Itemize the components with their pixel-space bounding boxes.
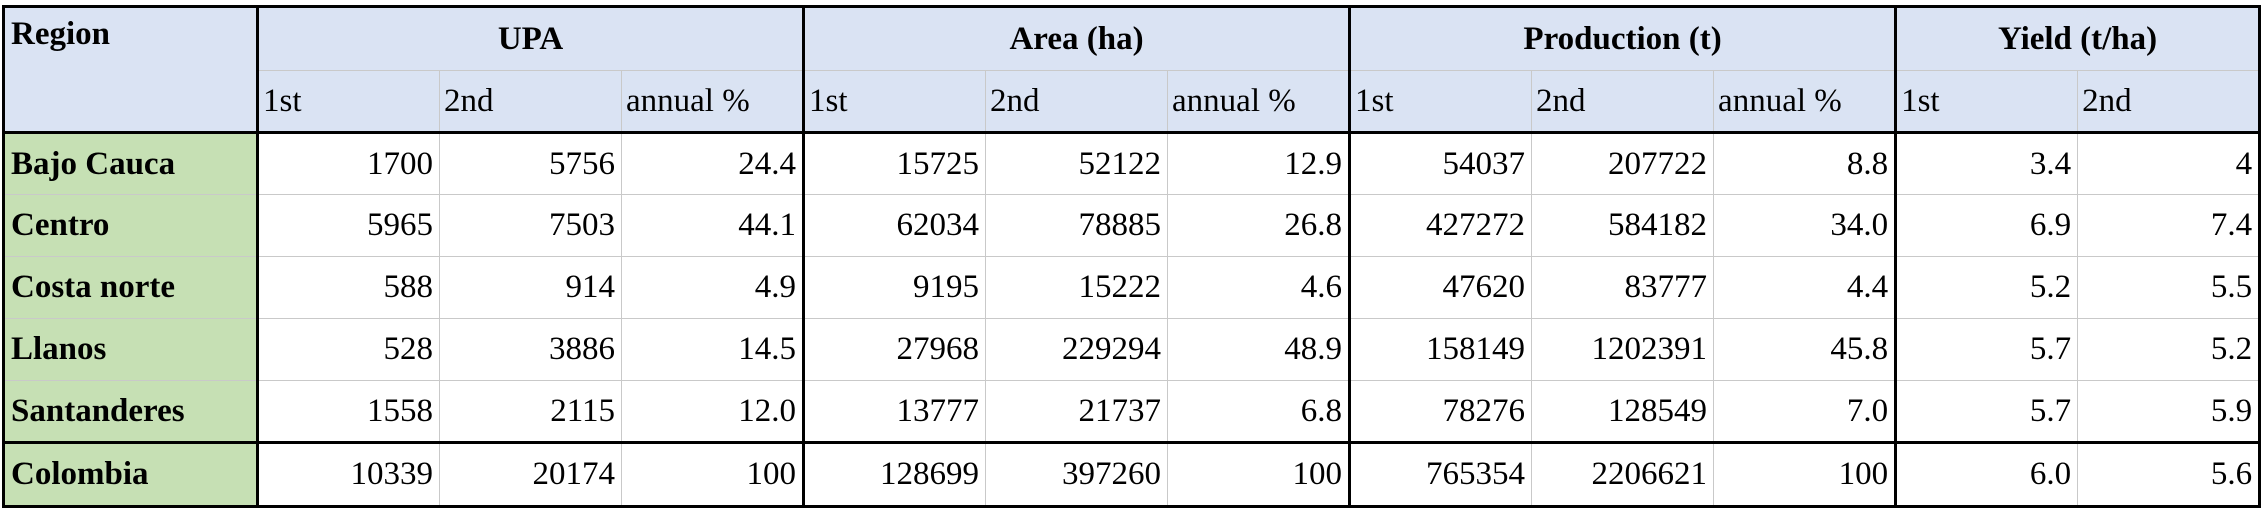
- table-cell: 397260: [985, 442, 1169, 508]
- table-cell: 128699: [803, 442, 987, 508]
- table-cell: 100: [620, 442, 806, 508]
- table-cell: 13777: [803, 380, 987, 444]
- total-region: Colombia: [2, 442, 259, 508]
- table-row: Santanderes 1558 2115 12.0 13777 21737 6…: [2, 380, 2262, 444]
- subheader-area-annual: annual %: [1167, 70, 1352, 134]
- data-table: Region UPA Area (ha) Production (t) Yiel…: [2, 5, 2262, 508]
- table-cell: 1202391: [1531, 318, 1715, 381]
- total-row: Colombia 10339 20174 100 128699 397260 1…: [2, 442, 2262, 508]
- table-cell: 9195: [803, 256, 987, 319]
- table-cell: 34.0: [1713, 194, 1898, 257]
- table-row: Llanos 528 3886 14.5 27968 229294 48.9 1…: [2, 318, 2262, 381]
- subheader-upa-annual: annual %: [620, 70, 806, 134]
- table-cell: 128549: [1531, 380, 1715, 444]
- table-cell: 100: [1713, 442, 1898, 508]
- table-cell: 2206621: [1531, 442, 1715, 508]
- subheader-area-1st: 1st: [803, 70, 987, 134]
- table-cell: 588: [257, 256, 440, 319]
- row-region: Costa norte: [2, 256, 259, 319]
- table-cell: 158149: [1349, 318, 1533, 381]
- table-cell: 528: [257, 318, 440, 381]
- table-cell: 54037: [1349, 132, 1533, 195]
- subheader-area-2nd: 2nd: [985, 70, 1169, 134]
- table-cell: 3886: [439, 318, 622, 381]
- table-cell: 7503: [439, 194, 622, 257]
- table-cell: 914: [439, 256, 622, 319]
- table-cell: 427272: [1349, 194, 1533, 257]
- subheader-production-2nd: 2nd: [1531, 70, 1715, 134]
- table-cell: 1700: [257, 132, 440, 195]
- table-cell: 78885: [985, 194, 1169, 257]
- table-cell: 12.0: [620, 380, 806, 444]
- table-cell: 6.9: [1895, 194, 2079, 257]
- table-cell: 3.4: [1895, 132, 2079, 195]
- table-cell: 5965: [257, 194, 440, 257]
- row-region: Llanos: [2, 318, 259, 381]
- table-cell: 7.0: [1713, 380, 1898, 444]
- table-cell: 584182: [1531, 194, 1715, 257]
- table-cell: 47620: [1349, 256, 1533, 319]
- table-cell: 15222: [985, 256, 1169, 319]
- table-cell: 100: [1167, 442, 1352, 508]
- table-cell: 4.6: [1167, 256, 1352, 319]
- table-cell: 5.2: [1895, 256, 2079, 319]
- table-cell: 24.4: [620, 132, 806, 195]
- table-cell: 48.9: [1167, 318, 1352, 381]
- table-cell: 5.9: [2077, 380, 2262, 444]
- table-cell: 27968: [803, 318, 987, 381]
- table-cell: 5.5: [2077, 256, 2262, 319]
- group-header-upa: UPA: [256, 5, 806, 71]
- region-header: Region: [2, 5, 259, 134]
- table-cell: 15725: [803, 132, 987, 195]
- subheader-yield-1st: 1st: [1895, 70, 2079, 134]
- row-region: Santanderes: [2, 380, 259, 444]
- table-cell: 4: [2077, 132, 2262, 195]
- table-cell: 1558: [257, 380, 440, 444]
- table-cell: 765354: [1349, 442, 1533, 508]
- table-row: Costa norte 588 914 4.9 9195 15222 4.6 4…: [2, 256, 2262, 319]
- table-cell: 8.8: [1713, 132, 1898, 195]
- table-cell: 44.1: [620, 194, 806, 257]
- table-cell: 6.0: [1895, 442, 2079, 508]
- table-cell: 21737: [985, 380, 1169, 444]
- table-cell: 5.7: [1895, 380, 2079, 444]
- table-cell: 207722: [1531, 132, 1715, 195]
- row-region: Bajo Cauca: [2, 132, 259, 195]
- group-header-area: Area (ha): [803, 5, 1352, 71]
- table-cell: 83777: [1531, 256, 1715, 319]
- table-cell: 10339: [257, 442, 440, 508]
- table-cell: 6.8: [1167, 380, 1352, 444]
- table-row: Centro 5965 7503 44.1 62034 78885 26.8 4…: [2, 194, 2262, 257]
- table-cell: 229294: [985, 318, 1169, 381]
- subheader-upa-1st: 1st: [257, 70, 440, 134]
- table-cell: 20174: [439, 442, 622, 508]
- table-cell: 62034: [803, 194, 987, 257]
- table-cell: 78276: [1349, 380, 1533, 444]
- group-header-yield: Yield (t/ha): [1895, 5, 2262, 71]
- subheader-upa-2nd: 2nd: [439, 70, 622, 134]
- table-cell: 52122: [985, 132, 1169, 195]
- row-region: Centro: [2, 194, 259, 257]
- table-cell: 26.8: [1167, 194, 1352, 257]
- subheader-production-1st: 1st: [1349, 70, 1533, 134]
- table-row: Bajo Cauca 1700 5756 24.4 15725 52122 12…: [2, 132, 2262, 195]
- table-cell: 4.4: [1713, 256, 1898, 319]
- table-cell: 4.9: [620, 256, 806, 319]
- subheader-yield-2nd: 2nd: [2077, 70, 2262, 134]
- table-cell: 7.4: [2077, 194, 2262, 257]
- group-header-production: Production (t): [1349, 5, 1898, 71]
- table-cell: 12.9: [1167, 132, 1352, 195]
- subheader-production-annual: annual %: [1713, 70, 1898, 134]
- table-cell: 5.6: [2077, 442, 2262, 508]
- table-cell: 5756: [439, 132, 622, 195]
- table-cell: 14.5: [620, 318, 806, 381]
- table-cell: 5.2: [2077, 318, 2262, 381]
- table-cell: 45.8: [1713, 318, 1898, 381]
- table-cell: 5.7: [1895, 318, 2079, 381]
- table-cell: 2115: [439, 380, 622, 444]
